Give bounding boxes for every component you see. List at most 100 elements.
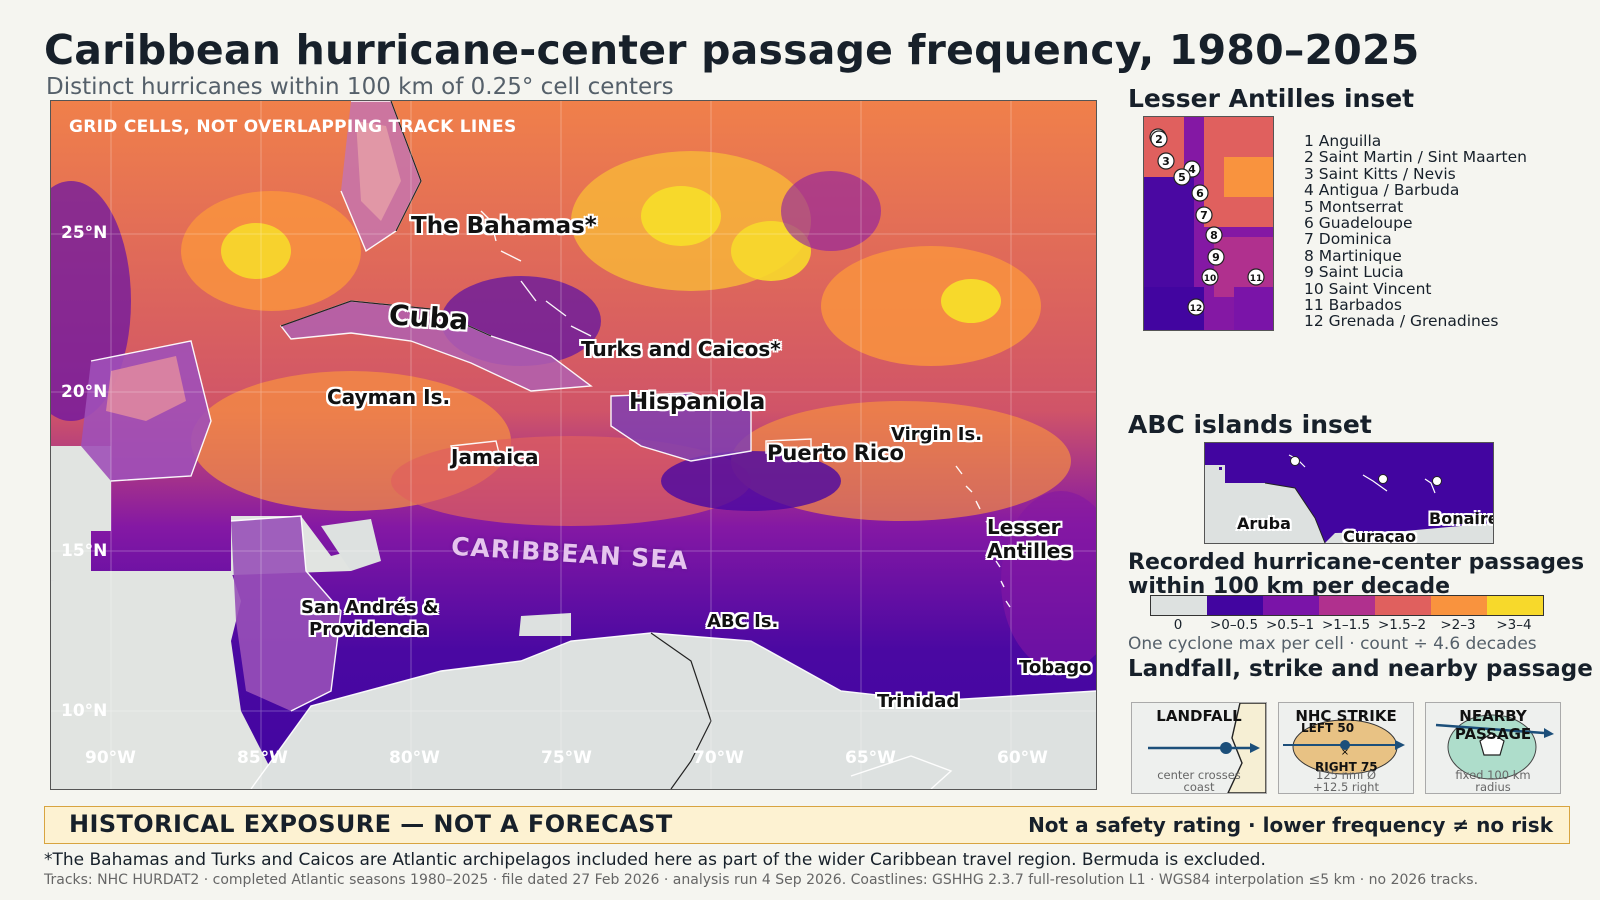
lesser-antilles-list: 1 Anguilla 2 Saint Martin / Sint Maarten…: [1304, 133, 1527, 330]
lon-label-80: 80°W: [389, 748, 440, 768]
label-trinidad: Trinidad: [877, 691, 960, 712]
graticule: [51, 101, 1096, 789]
lat-label-20: 20°N: [61, 382, 108, 402]
lesser-antilles-map[interactable]: 123456789101112: [1143, 116, 1274, 331]
land-yucatan-core: [106, 356, 186, 421]
coastlines-dark: [280, 101, 712, 789]
island-marker: [1187, 298, 1205, 316]
lat-label-10: 10°N: [61, 701, 108, 721]
hotspot: [821, 246, 1041, 366]
lon-label-65: 65°W: [845, 748, 896, 768]
coastlines: [90, 101, 1096, 789]
land-central-america: [51, 571, 281, 789]
banner-right: Not a safety rating · lower frequency ≠ …: [1028, 813, 1553, 837]
lon-label-85: 85°W: [237, 748, 288, 768]
svg-text:×: ×: [1341, 747, 1349, 758]
island-3: 3 Saint Kitts / Nevis: [1304, 164, 1456, 183]
label-cayman: Cayman Is.: [327, 385, 451, 409]
island-marker-label: 10: [1204, 274, 1217, 284]
label-curacao: Curaçao: [1343, 527, 1417, 544]
label-san-andres-2: Providencia: [309, 619, 429, 640]
main-map[interactable]: GRID CELLS, NOT OVERLAPPING TRACK LINES …: [50, 100, 1097, 790]
island-marker-label: 2: [1155, 133, 1163, 146]
hotspot: [221, 223, 291, 279]
legend-title-line2: within 100 km per decade: [1128, 574, 1451, 599]
island-12: 12 Grenada / Grenadines: [1304, 312, 1499, 331]
page-subtitle: Distinct hurricanes within 100 km of 0.2…: [46, 74, 674, 100]
lat-label-15: 15°N: [61, 541, 108, 561]
island-marker-label: 3: [1162, 155, 1170, 168]
disclaimer-banner: HISTORICAL EXPOSURE — NOT A FORECAST Not…: [44, 806, 1570, 844]
legend-tick-label: >2–3: [1440, 617, 1476, 633]
label-tobago: Tobago: [1019, 657, 1092, 678]
lesser-antilles-markers: 123456789101112: [1149, 128, 1265, 316]
island-11: 11 Barbados: [1304, 296, 1402, 315]
label-virgin-islands: Virgin Is.: [891, 424, 983, 445]
land-florida-core: [356, 121, 401, 221]
legend-swatch: [1431, 596, 1487, 615]
island-marker-label: 5: [1178, 171, 1186, 184]
label-puerto-rico: Puerto Rico: [767, 441, 904, 465]
island-marker: [1195, 206, 1213, 224]
land-south-america: [251, 633, 1096, 789]
label-san-andres-1: San Andrés &: [301, 597, 439, 618]
legend-colorbar: [1150, 595, 1544, 616]
island-marker-label: 4: [1188, 163, 1196, 176]
nearby-title: NEARBY PASSAGE: [1454, 707, 1532, 743]
lesser-antilles-title: Lesser Antilles inset: [1128, 84, 1415, 113]
label-bonaire: Bonaire: [1429, 509, 1494, 528]
label-turks-caicos: Turks and Caicos*: [581, 337, 781, 361]
label-lesser-antilles-1: Lesser: [987, 515, 1061, 539]
island-1: 1 Anguilla: [1304, 132, 1382, 150]
island-marker: [1191, 184, 1209, 202]
strike-right-label: RIGHT 75: [1315, 760, 1378, 774]
island-5: 5 Montserrat: [1304, 197, 1404, 216]
legend-swatch: [1207, 596, 1263, 615]
landfall-title: LANDFALL: [1156, 707, 1242, 725]
island-8: 8 Martinique: [1304, 246, 1402, 265]
hotspot: [941, 279, 1001, 323]
legend-tick-label: >0–0.5: [1209, 617, 1259, 633]
label-hispaniola: Hispaniola: [629, 389, 766, 415]
legend-title: Recorded hurricane-center passages withi…: [1128, 551, 1584, 599]
island-marker: [1157, 152, 1175, 170]
island-4: 4 Antigua / Barbuda: [1304, 181, 1460, 200]
hotspot: [731, 221, 811, 281]
island-marker-label: 6: [1196, 187, 1204, 200]
island-7: 7 Dominica: [1304, 230, 1392, 249]
lon-label-75: 75°W: [541, 748, 592, 768]
coldspot: [1001, 491, 1096, 671]
strike-note: 125 nmi Ø +12.5 right: [1313, 768, 1379, 794]
label-aruba: Aruba: [1237, 514, 1291, 533]
island-marker: [1150, 130, 1168, 148]
legend-title-line1: Recorded hurricane-center passages: [1128, 550, 1585, 575]
coldspot: [781, 171, 881, 251]
legend-swatch: [1263, 596, 1319, 615]
page-title: Caribbean hurricane-center passage frequ…: [44, 26, 1420, 74]
legend-tick-label: >1.5–2: [1377, 617, 1427, 633]
hotspot: [641, 186, 721, 246]
source-note: Tracks: NHC HURDAT2 · completed Atlantic…: [44, 872, 1479, 888]
island-10: 10 Saint Vincent: [1304, 279, 1432, 298]
legend-tick-label: >1–1.5: [1321, 617, 1371, 633]
land-yucatan-tip: [321, 519, 381, 571]
label-cuba: Cuba: [387, 298, 470, 337]
island-marker: [1247, 268, 1265, 286]
definitions-title: Landfall, strike and nearby passage: [1128, 656, 1593, 682]
label-jamaica: Jamaica: [451, 445, 539, 469]
legend-swatch: [1375, 596, 1431, 615]
abc-inset-map[interactable]: Aruba Curaçao Bonaire: [1204, 442, 1494, 544]
island-2: 2 Saint Martin / Sint Maarten: [1304, 148, 1527, 167]
island-6: 6 Guadeloupe: [1304, 214, 1413, 233]
footnote: *The Bahamas and Turks and Caicos are At…: [44, 850, 1266, 870]
label-bahamas: The Bahamas*: [411, 213, 597, 239]
lon-label-60: 60°W: [997, 748, 1048, 768]
grid-note: GRID CELLS, NOT OVERLAPPING TRACK LINES: [69, 117, 517, 137]
banner-left: HISTORICAL EXPOSURE — NOT A FORECAST: [69, 810, 673, 838]
legend-tick-label: >0.5–1: [1265, 617, 1315, 633]
strike-left-label: LEFT 50: [1301, 721, 1355, 735]
label-lesser-antilles-2: Antilles: [987, 539, 1073, 563]
island-marker-label: 7: [1200, 209, 1208, 222]
landfall-panel: LANDFALL center crosses coast: [1131, 702, 1267, 794]
land-cuba: [281, 301, 591, 391]
